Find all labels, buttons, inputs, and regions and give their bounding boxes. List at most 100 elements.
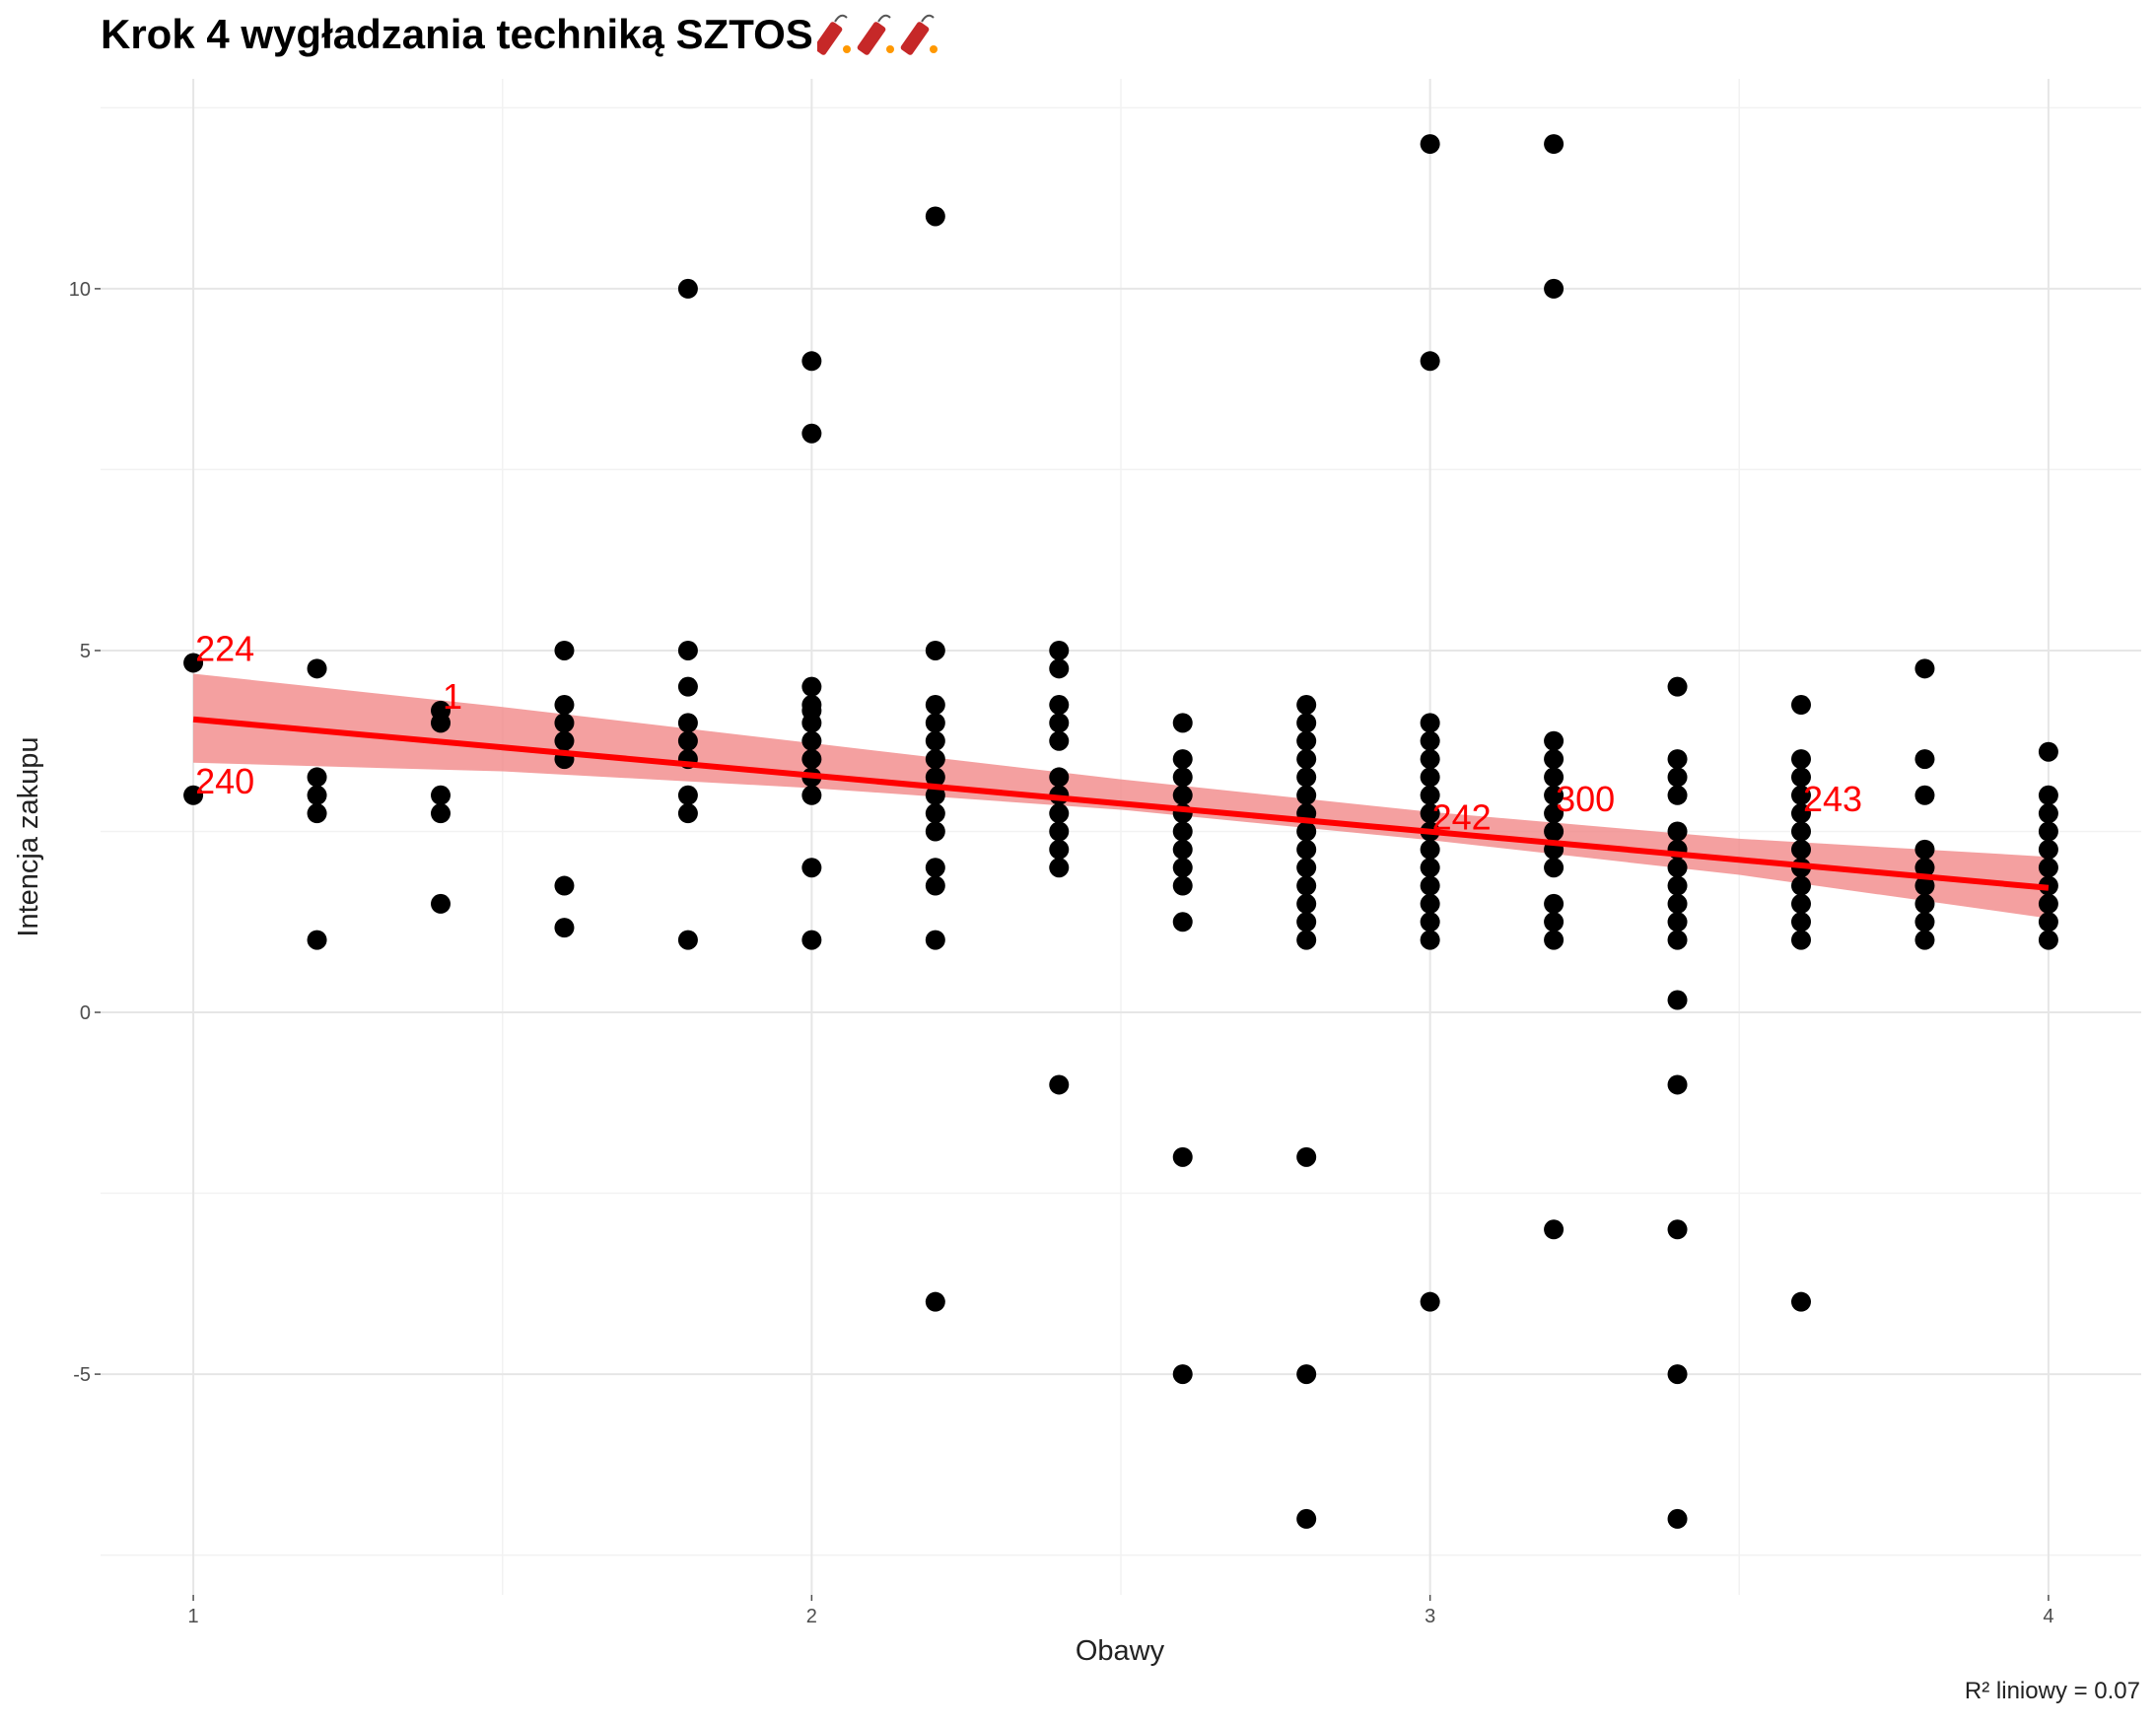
data-point: [1791, 767, 1811, 788]
regression-line: [192, 716, 2050, 891]
y-tick-label: 10: [69, 279, 91, 301]
data-point: [1544, 930, 1565, 950]
ticks-layer: 1 2 3 4 -5 0 5 10: [69, 279, 2054, 1627]
data-point: [677, 785, 698, 805]
firecracker-icons: [816, 14, 938, 55]
data-point: [801, 749, 822, 770]
data-point: [431, 803, 451, 824]
data-point: [1172, 821, 1193, 842]
data-point: [554, 713, 575, 733]
data-point: [801, 858, 822, 878]
data-point: [1544, 912, 1565, 932]
data-point: [1914, 749, 1935, 770]
data-point: [431, 893, 451, 914]
data-point: [1420, 930, 1440, 950]
data-point: [1420, 713, 1440, 733]
data-point: [677, 676, 698, 697]
data-point: [1667, 1219, 1688, 1240]
confidence-band-layer: [193, 673, 2049, 919]
chart-title-text: Krok 4 wygładzania techniką SZTOS: [101, 11, 813, 57]
data-point: [1667, 858, 1688, 878]
data-point: [1296, 821, 1317, 842]
data-point: [1667, 912, 1688, 932]
data-point: [2038, 741, 2058, 762]
firecracker-icon: [816, 14, 851, 55]
point-labels-layer: 224 240 1 242 300 243: [195, 628, 1862, 837]
data-point: [2038, 930, 2058, 950]
data-point: [1420, 875, 1440, 896]
data-point: [554, 875, 575, 896]
data-point: [1296, 749, 1317, 770]
y-tick-label: 5: [80, 641, 91, 662]
data-point: [1791, 749, 1811, 770]
data-point: [1172, 767, 1193, 788]
data-point: [1296, 875, 1317, 896]
data-point: [677, 278, 698, 299]
data-point: [1420, 839, 1440, 860]
data-point: [554, 695, 575, 716]
data-point: [1296, 912, 1317, 932]
firecracker-icon: [857, 14, 894, 55]
data-point: [1172, 785, 1193, 805]
data-point: [1667, 875, 1688, 896]
data-point: [1049, 1074, 1070, 1095]
data-point: [2038, 821, 2058, 842]
y-tick-label: 0: [80, 1002, 91, 1024]
data-point: [1791, 695, 1811, 716]
data-point: [1172, 1364, 1193, 1385]
data-point: [307, 658, 327, 679]
data-point: [1791, 930, 1811, 950]
data-point: [1049, 640, 1070, 660]
data-point: [1420, 730, 1440, 751]
y-tick-label: -5: [73, 1364, 91, 1386]
data-point: [554, 918, 575, 938]
data-point: [1049, 821, 1070, 842]
data-point: [925, 803, 945, 824]
point-label: 300: [1556, 779, 1615, 819]
data-point: [801, 785, 822, 805]
data-point: [1667, 767, 1688, 788]
chart-title: Krok 4 wygładzania techniką SZTOS: [101, 10, 955, 59]
data-point: [1667, 930, 1688, 950]
data-point: [1172, 713, 1193, 733]
regression-layer: [192, 716, 2050, 891]
data-point: [801, 930, 822, 950]
data-point: [1049, 730, 1070, 751]
data-point: [925, 858, 945, 878]
data-point: [2038, 785, 2058, 805]
data-point: [2038, 803, 2058, 824]
data-point: [431, 713, 451, 733]
data-point: [1791, 839, 1811, 860]
data-point: [925, 785, 945, 805]
data-point: [1544, 278, 1565, 299]
data-point: [1544, 1219, 1565, 1240]
data-point: [1791, 893, 1811, 914]
data-point: [1667, 676, 1688, 697]
data-point: [1420, 1291, 1440, 1312]
data-point: [1667, 893, 1688, 914]
x-tick-label: 1: [188, 1606, 199, 1627]
data-point: [801, 351, 822, 372]
data-point: [1296, 839, 1317, 860]
data-point: [1172, 858, 1193, 878]
data-point: [1544, 730, 1565, 751]
data-point: [925, 767, 945, 788]
data-point: [1544, 803, 1565, 824]
data-point: [1420, 893, 1440, 914]
y-axis-title: Intencja zakupu: [13, 736, 44, 936]
data-point: [1296, 713, 1317, 733]
data-point: [1791, 875, 1811, 896]
data-point: [1420, 749, 1440, 770]
data-point: [1049, 658, 1070, 679]
data-point: [1914, 858, 1935, 878]
data-point: [1544, 767, 1565, 788]
data-point: [1420, 134, 1440, 155]
data-point: [1420, 785, 1440, 805]
point-label: 240: [195, 761, 254, 801]
data-point: [1544, 893, 1565, 914]
confidence-band: [193, 673, 2049, 919]
data-point: [1914, 893, 1935, 914]
data-point: [183, 785, 204, 805]
data-point: [925, 695, 945, 716]
